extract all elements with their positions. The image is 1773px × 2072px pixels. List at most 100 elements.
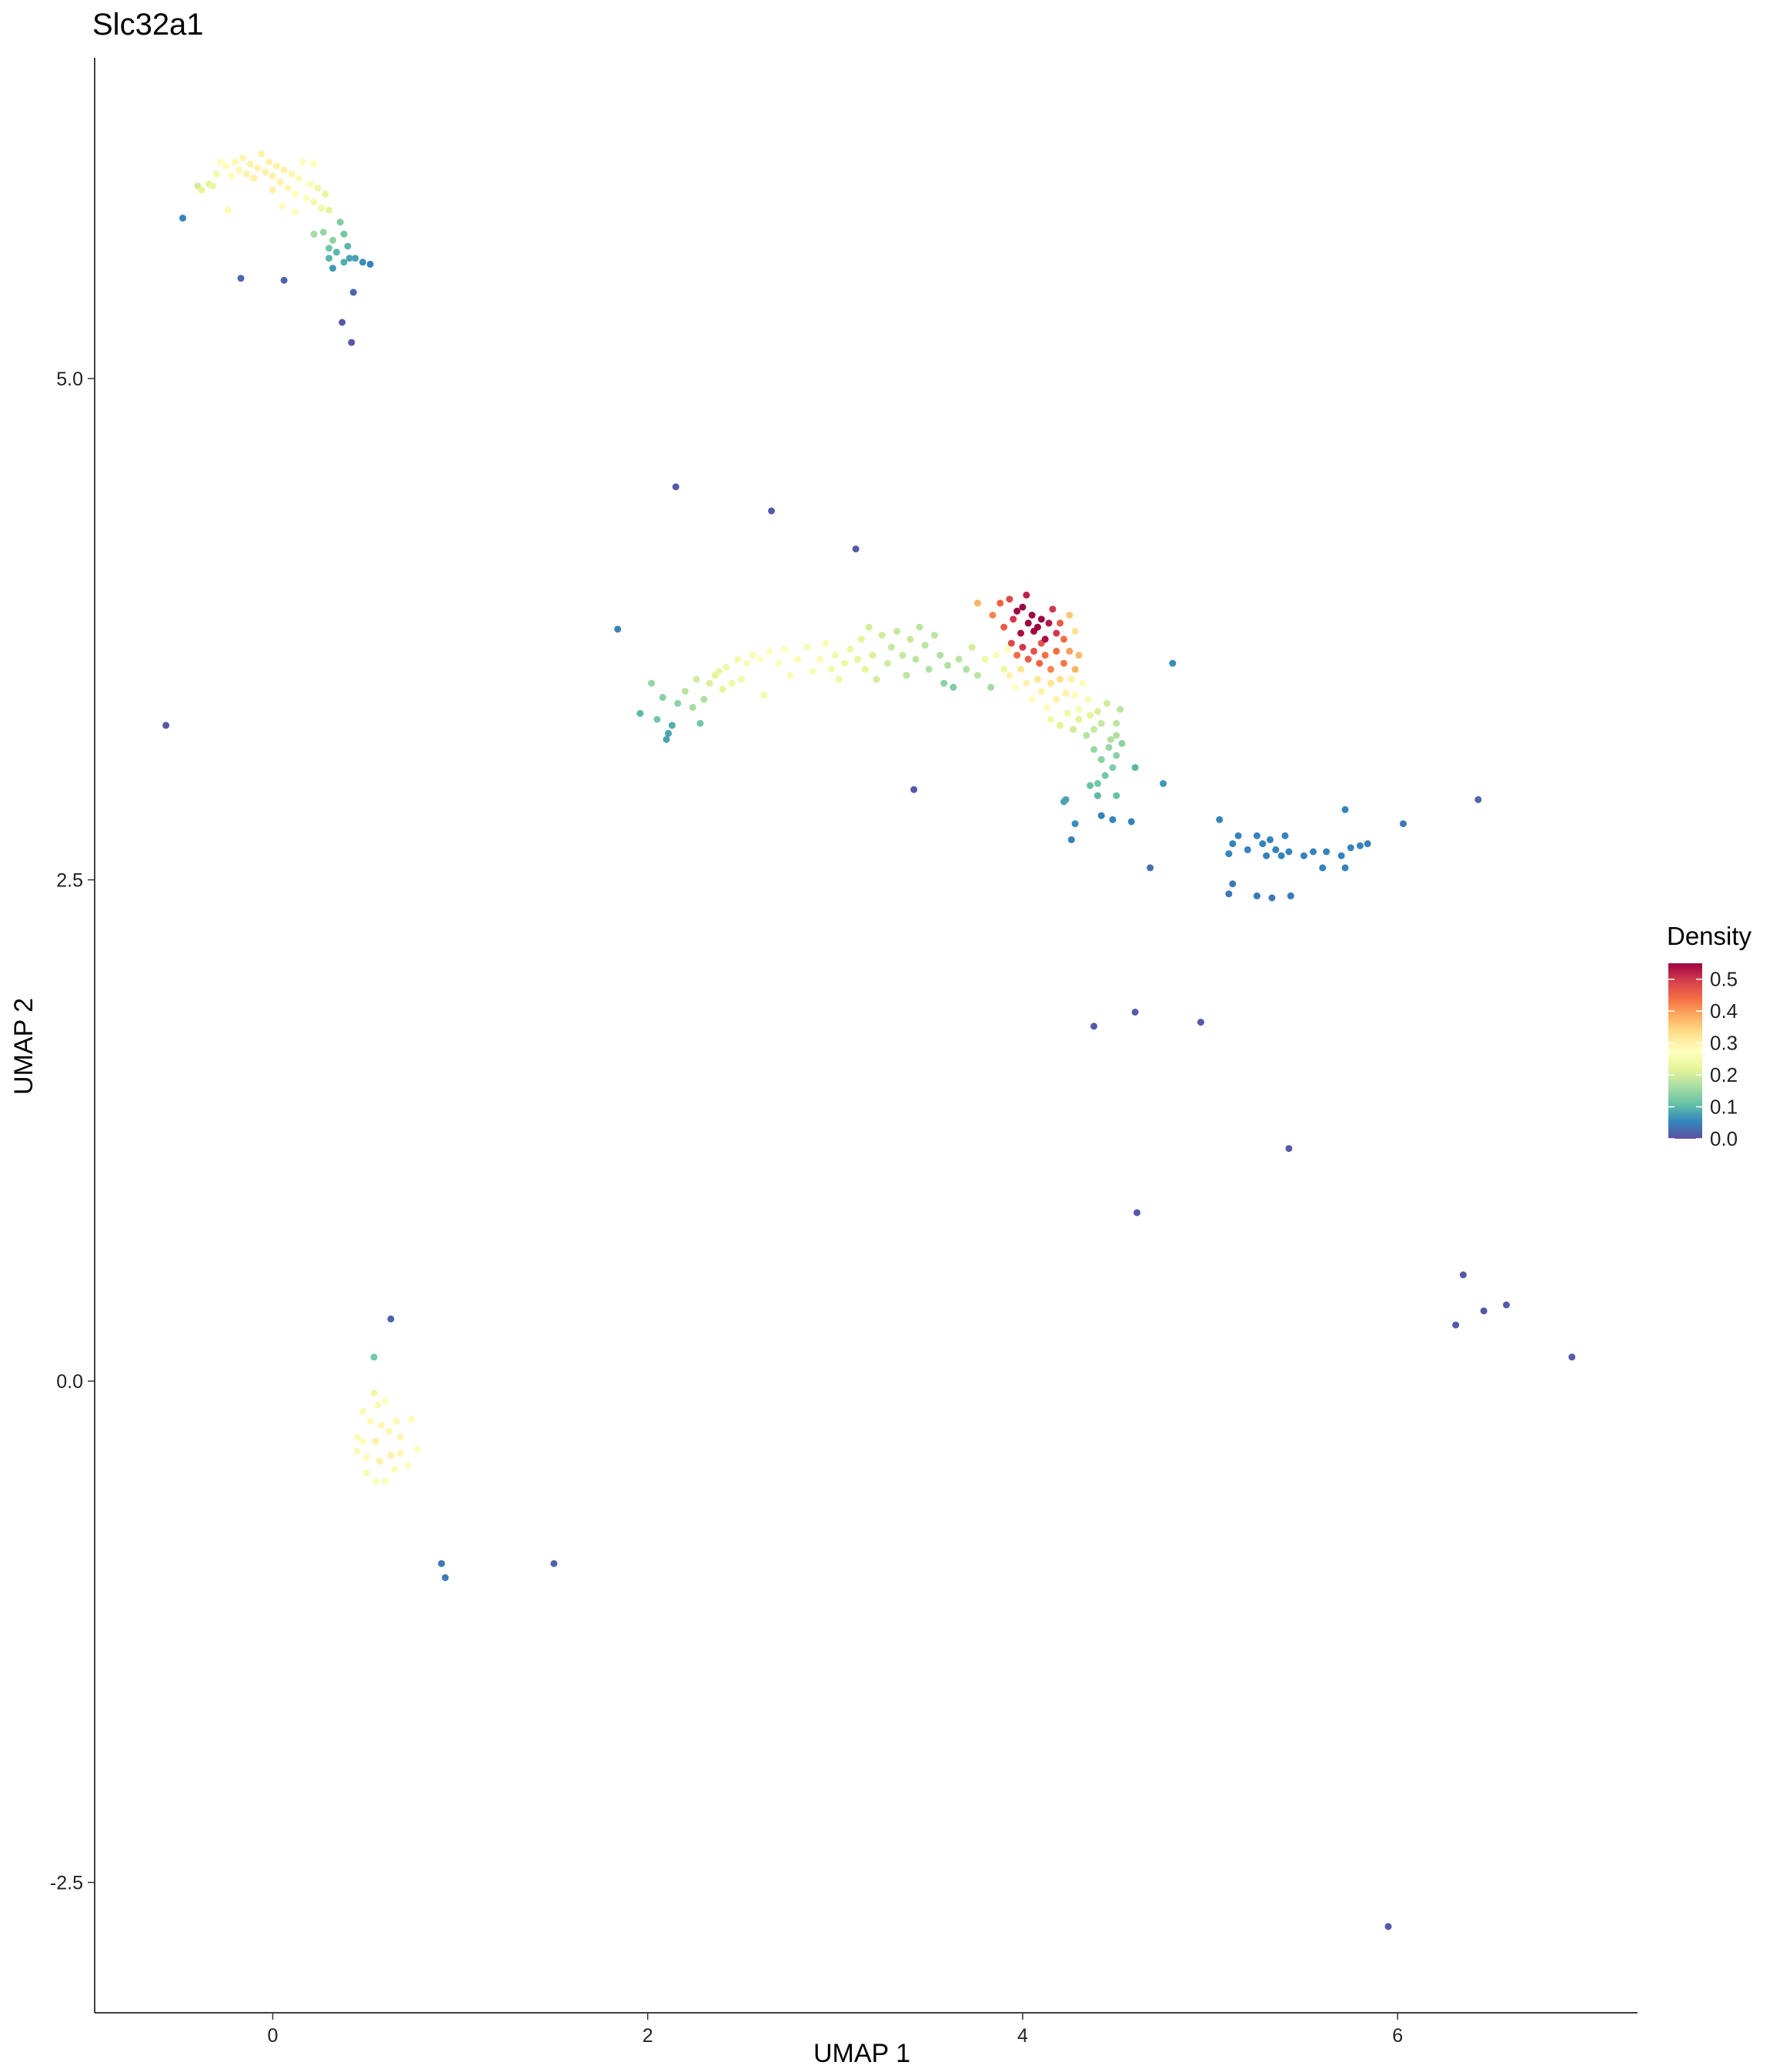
- data-point: [852, 546, 860, 552]
- data-point: [366, 260, 374, 268]
- data-point: [1310, 848, 1317, 856]
- data-point: [1066, 647, 1073, 655]
- data-point: [1019, 603, 1027, 611]
- data-point: [1070, 726, 1077, 733]
- legend: Density 0.0 0.1 0.2 0.3 0.4 0.5: [1667, 922, 1752, 1150]
- data-point: [693, 676, 700, 683]
- data-point: [822, 639, 830, 647]
- data-point: [1045, 619, 1053, 627]
- data-point: [1013, 607, 1021, 615]
- data-point: [1244, 846, 1251, 853]
- data-point: [392, 1417, 400, 1425]
- data-point: [1277, 852, 1285, 859]
- data-point: [269, 172, 276, 180]
- data-point: [884, 659, 891, 667]
- data-point: [386, 1427, 392, 1435]
- data-point: [1083, 732, 1090, 739]
- data-point: [222, 162, 229, 170]
- data-point: [1319, 864, 1327, 872]
- data-point: [370, 1353, 378, 1361]
- data-point: [974, 599, 981, 607]
- data-point: [340, 230, 348, 238]
- data-point: [1011, 683, 1019, 691]
- data-point: [348, 339, 356, 346]
- chart-title: Slc32a1: [92, 8, 204, 42]
- data-point: [743, 659, 751, 667]
- data-point: [1075, 652, 1083, 659]
- data-point: [396, 1433, 404, 1441]
- data-point: [756, 656, 764, 663]
- data-point: [1131, 1009, 1139, 1016]
- data-point: [216, 158, 224, 165]
- data-point: [340, 259, 348, 266]
- data-point: [280, 276, 288, 284]
- data-point: [1253, 892, 1260, 899]
- data-point: [1017, 666, 1024, 673]
- data-point: [1000, 666, 1008, 673]
- data-point: [1105, 744, 1113, 751]
- data-point: [1000, 623, 1008, 631]
- data-point: [700, 696, 708, 703]
- data-point: [1160, 779, 1167, 787]
- data-point: [1047, 679, 1054, 687]
- data-point: [1057, 722, 1064, 729]
- data-point: [310, 199, 318, 206]
- data-point: [955, 656, 963, 663]
- data-point: [276, 179, 284, 186]
- data-point: [1067, 836, 1075, 843]
- data-point: [279, 202, 286, 210]
- data-point: [254, 164, 262, 172]
- data-point: [292, 190, 299, 198]
- data-point: [912, 656, 920, 663]
- data-point: [1057, 619, 1064, 627]
- data-point: [668, 722, 676, 729]
- data-point: [239, 154, 246, 162]
- data-points: [162, 150, 1576, 1930]
- data-point: [1063, 709, 1071, 717]
- data-point: [968, 643, 976, 651]
- data-point: [250, 174, 258, 182]
- data-point: [362, 1453, 370, 1461]
- data-point: [1062, 689, 1070, 697]
- data-point: [827, 666, 835, 673]
- data-point: [246, 160, 254, 168]
- data-point: [232, 158, 239, 165]
- data-point: [857, 636, 865, 643]
- data-point: [648, 679, 656, 687]
- data-point: [310, 230, 318, 238]
- data-point: [442, 1574, 449, 1581]
- data-point: [738, 676, 745, 683]
- data-point: [242, 170, 250, 178]
- data-point: [336, 219, 344, 226]
- data-point: [963, 666, 970, 673]
- data-point: [921, 642, 929, 649]
- data-point: [1268, 894, 1276, 902]
- data-point: [408, 1416, 416, 1423]
- data-point: [378, 1421, 386, 1429]
- data-point: [1225, 850, 1233, 858]
- data-point: [768, 507, 775, 515]
- legend-title: Density: [1667, 922, 1752, 950]
- data-point: [349, 289, 357, 296]
- data-point: [786, 672, 794, 679]
- data-point: [413, 1446, 421, 1453]
- data-point: [359, 1407, 366, 1415]
- data-point: [816, 656, 824, 663]
- data-point: [861, 666, 869, 673]
- data-point: [212, 170, 220, 178]
- data-point: [1017, 629, 1024, 637]
- data-point: [614, 626, 622, 633]
- data-point: [346, 255, 353, 262]
- data-point: [841, 659, 848, 667]
- data-point: [1067, 676, 1075, 683]
- data-point: [672, 483, 679, 491]
- data-point: [1037, 616, 1045, 623]
- data-point: [1006, 596, 1013, 603]
- data-point: [1097, 719, 1105, 727]
- data-point: [1197, 1019, 1204, 1026]
- data-point: [302, 194, 310, 202]
- data-point: [636, 709, 644, 717]
- legend-tick-label: 0.0: [1710, 1127, 1738, 1150]
- data-point: [974, 672, 981, 679]
